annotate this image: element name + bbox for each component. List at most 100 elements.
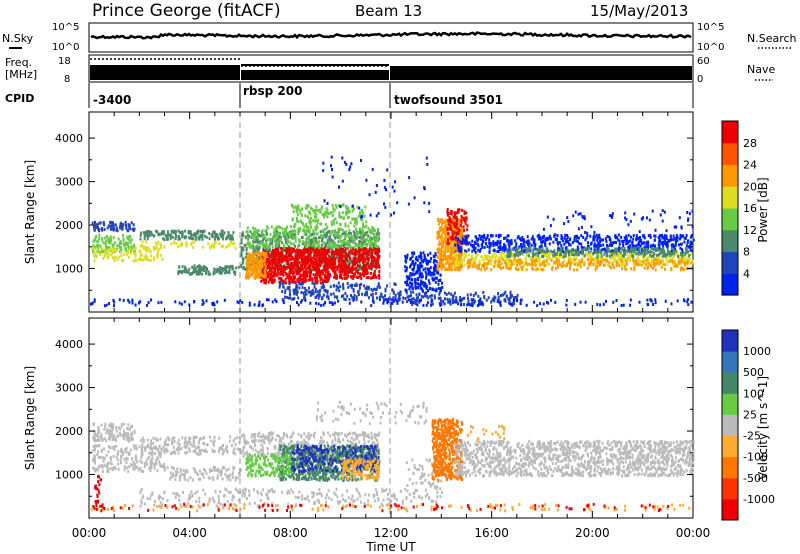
- range-cell: [340, 243, 342, 247]
- range-cell: [346, 233, 349, 237]
- range-cell: [649, 235, 652, 239]
- range-cell: [361, 211, 364, 215]
- range-cell: [299, 282, 302, 286]
- range-cell: [191, 265, 194, 269]
- range-cell: [333, 254, 336, 258]
- range-cell: [185, 270, 188, 274]
- range-cell: [321, 239, 324, 243]
- range-cell: [288, 240, 291, 244]
- range-cell: [288, 254, 290, 258]
- range-cell: [141, 253, 144, 257]
- range-cell: [549, 237, 552, 241]
- range-cell: [337, 240, 340, 244]
- range-cell: [454, 267, 457, 271]
- range-cell: [363, 225, 366, 229]
- range-cell: [112, 224, 115, 228]
- range-cell: [352, 272, 355, 276]
- range-cell: [552, 240, 555, 244]
- range-cell: [427, 279, 430, 283]
- range-cell: [352, 288, 355, 292]
- range-cell: [685, 244, 688, 248]
- range-cell: [313, 266, 316, 270]
- range-cell: [316, 281, 318, 285]
- range-cell: [138, 257, 141, 261]
- range-cell: [446, 210, 449, 214]
- range-cell: [654, 257, 657, 261]
- range-cell: [278, 263, 281, 267]
- range-cell: [252, 226, 254, 230]
- range-cell: [408, 274, 411, 278]
- range-cell: [410, 277, 413, 281]
- range-cell: [331, 204, 334, 207]
- range-cell: [318, 258, 320, 262]
- range-cell: [319, 289, 322, 292]
- range-cell: [302, 274, 305, 278]
- range-cell: [263, 269, 266, 273]
- range-cell: [292, 257, 295, 261]
- range-cell: [314, 209, 316, 212]
- range-cell: [350, 285, 353, 289]
- range-cell: [202, 269, 205, 273]
- range-cell: [465, 211, 468, 215]
- range-cell: [333, 222, 335, 226]
- range-cell: [101, 236, 104, 240]
- range-cell: [289, 266, 291, 270]
- range-cell: [299, 276, 302, 280]
- range-cell: [324, 280, 327, 284]
- range-cell: [367, 276, 370, 280]
- range-cell: [299, 269, 302, 273]
- range-cell: [99, 244, 102, 248]
- range-cell: [264, 239, 267, 243]
- range-cell: [277, 253, 280, 257]
- range-cell: [353, 267, 355, 271]
- range-cell: [98, 233, 101, 237]
- range-cell: [337, 258, 340, 261]
- range-cell: [384, 297, 387, 301]
- range-cell: [675, 236, 677, 240]
- range-cell: [369, 266, 372, 270]
- range-cell: [460, 219, 463, 223]
- range-cell: [249, 242, 251, 246]
- range-cell: [286, 265, 289, 269]
- range-cell: [294, 290, 296, 294]
- range-cell: [364, 266, 367, 270]
- range-cell: [443, 230, 446, 234]
- range-cell: [341, 267, 343, 270]
- range-cell: [309, 276, 312, 280]
- range-cell: [459, 256, 462, 260]
- range-cell: [425, 276, 428, 280]
- range-cell: [370, 276, 373, 280]
- range-cell: [331, 229, 334, 233]
- range-cell: [288, 245, 290, 249]
- range-cell: [449, 242, 452, 246]
- range-cell: [291, 272, 294, 276]
- range-cell: [490, 262, 493, 266]
- range-cell: [440, 264, 442, 268]
- range-cell: [336, 236, 339, 240]
- range-cell: [663, 235, 666, 239]
- range-cell: [263, 258, 266, 262]
- range-cell: [346, 216, 349, 219]
- range-cell: [126, 236, 129, 240]
- range-cell: [231, 237, 234, 241]
- range-cell: [177, 229, 180, 233]
- range-cell: [320, 253, 323, 257]
- range-cell: [275, 234, 278, 237]
- range-cell: [316, 250, 319, 253]
- range-cell: [326, 250, 329, 254]
- range-cell: [112, 243, 115, 247]
- range-cell: [386, 284, 389, 288]
- range-cell: [276, 230, 279, 234]
- range-cell: [447, 219, 450, 222]
- range-cell: [312, 248, 314, 252]
- range-cell: [95, 235, 98, 239]
- range-cell: [234, 272, 237, 276]
- range-cell: [261, 229, 264, 233]
- range-cell: [467, 248, 470, 252]
- range-cell: [319, 269, 322, 273]
- range-cell: [457, 245, 460, 249]
- range-cell: [290, 279, 293, 283]
- range-cell: [334, 242, 337, 245]
- range-cell: [359, 230, 362, 234]
